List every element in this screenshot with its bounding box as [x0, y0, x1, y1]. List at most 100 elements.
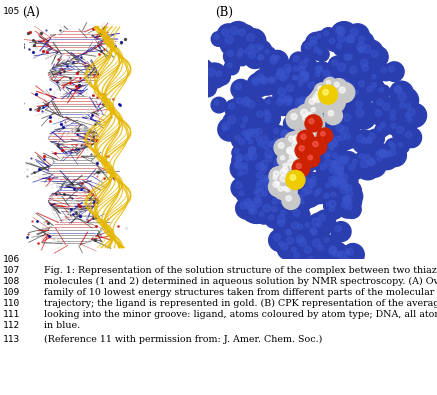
Circle shape [283, 175, 291, 184]
Circle shape [334, 136, 340, 142]
Circle shape [351, 104, 376, 129]
Circle shape [347, 35, 355, 43]
Circle shape [328, 261, 343, 275]
Circle shape [202, 83, 208, 88]
Circle shape [249, 209, 254, 214]
Circle shape [296, 192, 309, 205]
Circle shape [300, 97, 307, 103]
Circle shape [253, 177, 270, 193]
Circle shape [291, 198, 298, 205]
Circle shape [279, 126, 299, 147]
Circle shape [230, 27, 239, 35]
Circle shape [310, 227, 316, 233]
Circle shape [277, 240, 297, 259]
Circle shape [249, 194, 274, 219]
Circle shape [328, 189, 343, 204]
Circle shape [341, 81, 350, 88]
Circle shape [254, 196, 260, 203]
Circle shape [303, 160, 308, 165]
Circle shape [295, 139, 312, 156]
Circle shape [305, 43, 311, 49]
Circle shape [280, 175, 287, 182]
Circle shape [251, 187, 265, 201]
Circle shape [276, 162, 298, 184]
Circle shape [369, 72, 383, 86]
Circle shape [273, 179, 286, 192]
Circle shape [316, 144, 322, 149]
Circle shape [242, 163, 248, 169]
Circle shape [398, 92, 406, 101]
Circle shape [331, 113, 344, 126]
Circle shape [247, 73, 271, 97]
Circle shape [314, 220, 328, 233]
Circle shape [330, 99, 355, 124]
Circle shape [281, 156, 284, 160]
Circle shape [375, 110, 382, 116]
Circle shape [343, 51, 361, 69]
Text: 113: 113 [3, 335, 20, 344]
Circle shape [288, 149, 306, 166]
Circle shape [281, 171, 298, 188]
Circle shape [252, 78, 258, 84]
Circle shape [258, 174, 275, 190]
Circle shape [232, 146, 246, 160]
Circle shape [232, 153, 250, 171]
Circle shape [361, 59, 368, 66]
Circle shape [397, 126, 404, 134]
Circle shape [286, 229, 291, 235]
Circle shape [241, 43, 262, 64]
Circle shape [239, 139, 245, 145]
Circle shape [243, 97, 250, 103]
Circle shape [298, 195, 303, 199]
Circle shape [298, 74, 306, 82]
Circle shape [358, 47, 364, 53]
Circle shape [334, 248, 350, 264]
Circle shape [360, 150, 380, 171]
Circle shape [300, 242, 322, 264]
Circle shape [258, 166, 272, 180]
Circle shape [336, 170, 358, 191]
Circle shape [326, 95, 341, 110]
Circle shape [227, 51, 233, 56]
Circle shape [283, 164, 287, 167]
Circle shape [308, 234, 332, 258]
Circle shape [388, 141, 393, 147]
Circle shape [240, 149, 262, 171]
Circle shape [302, 102, 309, 110]
Circle shape [331, 192, 336, 197]
Circle shape [323, 70, 329, 77]
Circle shape [246, 137, 260, 150]
Circle shape [371, 75, 376, 79]
Circle shape [333, 177, 341, 185]
Circle shape [325, 196, 347, 218]
Circle shape [303, 124, 325, 147]
Circle shape [246, 136, 250, 140]
Circle shape [333, 180, 340, 188]
Circle shape [291, 117, 296, 123]
Circle shape [355, 77, 374, 96]
Circle shape [340, 191, 361, 213]
Circle shape [288, 160, 293, 166]
Circle shape [286, 133, 291, 138]
Circle shape [328, 56, 347, 74]
Circle shape [356, 109, 364, 117]
Circle shape [335, 168, 351, 184]
Circle shape [331, 162, 355, 185]
Circle shape [355, 44, 371, 60]
Circle shape [271, 170, 296, 196]
Circle shape [229, 103, 235, 109]
Circle shape [262, 115, 277, 130]
Circle shape [211, 32, 226, 46]
Circle shape [271, 55, 278, 62]
Circle shape [222, 122, 230, 130]
Circle shape [332, 60, 338, 66]
Circle shape [304, 175, 327, 198]
Circle shape [307, 99, 312, 103]
Circle shape [324, 238, 329, 242]
Circle shape [284, 174, 290, 180]
Circle shape [402, 100, 419, 117]
Circle shape [222, 28, 229, 36]
Circle shape [307, 36, 325, 55]
Circle shape [301, 71, 316, 86]
Circle shape [379, 88, 384, 92]
